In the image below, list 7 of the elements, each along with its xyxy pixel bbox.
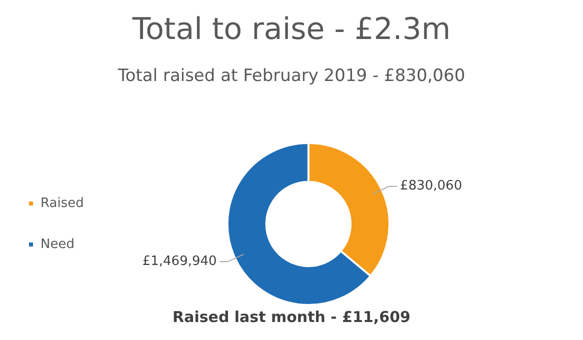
legend-label: Raised bbox=[40, 196, 84, 211]
chart-title: Total to raise - £2.3m bbox=[131, 12, 452, 47]
text: Raised last month - £11,609 bbox=[172, 308, 412, 326]
legend-label: Need bbox=[40, 236, 74, 252]
data-label: £830,060 bbox=[400, 178, 462, 194]
data-label: £1,469,940 bbox=[142, 254, 217, 270]
chart-subtitle: Total raised at February 2019 - £830,060 bbox=[116, 66, 466, 86]
